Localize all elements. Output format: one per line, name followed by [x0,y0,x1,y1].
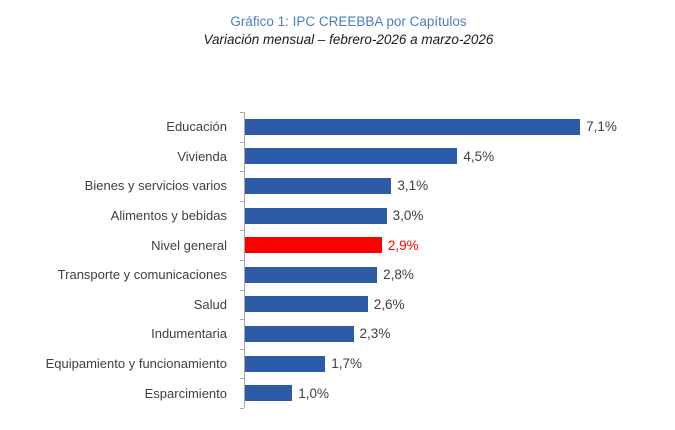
category-label: Transporte y comunicaciones [57,267,227,283]
value-label: 3,1% [397,178,429,194]
chart-row: Equipamiento y funcionamiento 1,7% [0,349,675,379]
chart-row: Nivel general 2,9% [0,230,675,260]
chart-row: Alimentos y bebidas 3,0% [0,201,675,231]
bar [245,118,581,135]
chart-row: Bienes y servicios varios 3,1% [0,171,675,201]
bar-highlight [245,237,382,254]
category-label: Nivel general [151,237,227,253]
value-label: 7,1% [586,119,617,135]
axis-tick [240,142,244,143]
chart-row: Educación 7,1% [0,112,675,142]
chart-rows: Educación 7,1% Vivienda 4,5% Bienes y servic… [0,112,675,408]
axis-tick [240,260,244,261]
axis-tick [240,319,244,320]
category-label: Indumentaria [151,326,227,342]
axis-tick [240,112,244,113]
bar-area: 2,3% [236,319,390,349]
bar [245,385,293,402]
axis-tick [240,349,244,350]
category-label: Salud [193,296,227,312]
axis-tick [240,378,244,379]
value-label: 3,0% [392,208,424,224]
bar-area: 2,9% [236,230,419,260]
category-label: Bienes y servicios varios [84,178,227,194]
bar [245,177,392,194]
chart-row: Salud 2,6% [0,290,675,320]
value-label: 1,7% [331,356,363,372]
category-label: Esparcimiento [144,385,227,401]
bar-area: 3,1% [236,171,428,201]
chart-subtitle: Variación mensual – febrero-2026 a marzo… [203,32,494,47]
bar [245,207,387,224]
category-label: Vivienda [177,148,227,164]
category-label: Equipamiento y funcionamiento [45,356,227,372]
bar [245,148,458,165]
bar-area: 7,1% [236,112,617,142]
bar-area: 3,0% [236,201,423,231]
axis-tick [240,201,244,202]
bar [245,355,326,372]
chart-row: Vivienda 4,5% [0,142,675,172]
bar [245,296,368,313]
chart-row: Esparcimiento 1,0% [0,378,675,408]
bar [245,266,378,283]
axis-tick [240,230,244,231]
bar-area: 1,7% [236,349,362,379]
bar [245,325,354,342]
value-label: 4,5% [463,148,495,164]
value-label: 2,6% [373,296,405,312]
bar-area: 2,6% [236,290,405,320]
category-label: Alimentos y bebidas [110,208,227,224]
chart-title: Gráfico 1: IPC CREEBBA por Capítulos [230,14,467,29]
value-label: 2,9% [387,237,419,253]
category-label: Educación [166,119,227,135]
category-axis [244,112,245,408]
value-label: 1,0% [298,385,329,401]
value-label: 2,3% [359,326,391,342]
bar-chart: Educación 7,1% Vivienda 4,5% Bienes y servic… [0,112,675,409]
chart-row: Indumentaria 2,3% [0,319,675,349]
bar-area: 4,5% [236,142,494,172]
bar-area: 2,8% [236,260,414,290]
chart-header: Gráfico 1: IPC CREEBBA por Capítulos Var… [22,14,675,47]
axis-tick [240,408,244,409]
axis-tick [240,171,244,172]
chart-row: Transporte y comunicaciones 2,8% [0,260,675,290]
axis-tick [240,290,244,291]
bar-area: 1,0% [236,378,329,408]
value-label: 2,8% [383,267,414,283]
